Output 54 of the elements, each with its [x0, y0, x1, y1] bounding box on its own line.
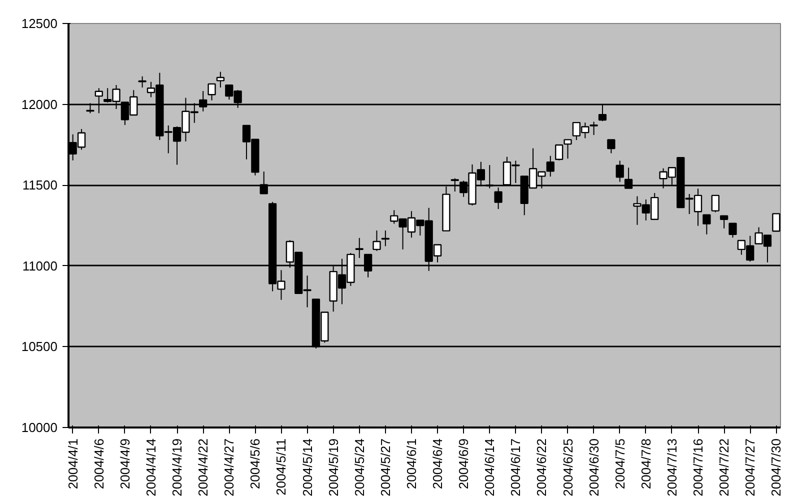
- y-tick-label: 10500: [21, 339, 58, 354]
- x-tick-label: 2004/7/30: [768, 438, 784, 496]
- x-tick-label: 2004/6/25: [560, 438, 576, 496]
- candlestick: [607, 139, 616, 154]
- y-tick-label: 12000: [21, 96, 58, 112]
- x-tick-label: 2004/5/6: [248, 438, 263, 490]
- candlestick: [364, 254, 372, 278]
- x-tick-label: 2004/6/30: [586, 438, 602, 496]
- x-tick-label: 2004/4/19: [170, 438, 185, 496]
- x-tick-label: 2004/4/27: [222, 438, 237, 496]
- x-tick-label: 2004/7/16: [690, 438, 706, 496]
- x-tick-label: 2004/4/22: [196, 438, 211, 496]
- x-tick-label: 2004/6/1: [404, 438, 419, 490]
- x-tick-label: 2004/5/11: [274, 438, 289, 496]
- x-tick-label: 2004/5/14: [300, 438, 315, 496]
- candlestick: [564, 139, 572, 160]
- x-tick-label: 2004/6/14: [482, 438, 498, 496]
- candlestick: [208, 83, 216, 101]
- x-tick-label: 2004/7/13: [664, 438, 680, 496]
- x-tick-label: 2004/6/9: [456, 438, 472, 490]
- x-tick-label: 2004/6/22: [534, 438, 550, 496]
- x-tick-label: 2004/5/24: [352, 438, 367, 496]
- candlestick: [355, 237, 364, 258]
- x-tick-label: 2004/7/8: [638, 438, 654, 490]
- x-tick-label: 2004/4/1: [65, 438, 80, 490]
- y-tick-label: 11500: [22, 178, 58, 193]
- candlestick: [728, 222, 737, 238]
- x-tick-label: 2004/7/27: [742, 438, 758, 496]
- x-tick-label: 2004/5/19: [326, 438, 341, 496]
- candlestick: [494, 187, 502, 210]
- candlestick: [720, 215, 728, 229]
- candlestick: [702, 214, 711, 235]
- candlestick: [138, 76, 146, 88]
- candlestick: [486, 164, 494, 189]
- x-tick-label: 2004/7/22: [716, 438, 732, 496]
- x-tick-label: 2004/4/6: [91, 438, 106, 490]
- x-tick-label: 2004/4/9: [117, 438, 132, 490]
- candlestick: [372, 230, 381, 252]
- candlestick: [624, 167, 633, 189]
- x-tick-label: 2004/4/14: [143, 438, 158, 496]
- y-tick-label: 10000: [21, 420, 58, 435]
- y-tick-label: 12500: [21, 16, 58, 31]
- x-tick-label: 2004/5/27: [378, 438, 393, 496]
- y-tick-label: 11000: [22, 258, 58, 274]
- candlestick: [260, 171, 268, 194]
- x-tick-label: 2004/6/17: [508, 438, 524, 496]
- candlestick: [216, 71, 225, 88]
- candlestick: [555, 144, 564, 161]
- x-tick-label: 2004/6/4: [430, 438, 446, 490]
- candlestick: [772, 213, 780, 232]
- candlestick: [711, 194, 720, 213]
- candlestick: [450, 178, 459, 192]
- candlestick: [616, 160, 624, 182]
- x-tick-label: 2004/7/5: [612, 438, 628, 490]
